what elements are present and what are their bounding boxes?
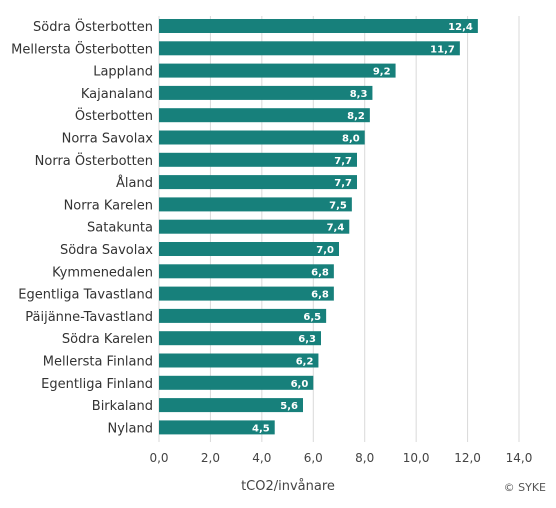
category-label: Södra Savolax: [60, 243, 153, 258]
bar-value-label: 7,5: [329, 200, 347, 211]
bar: [159, 353, 319, 368]
bar: [159, 219, 350, 234]
x-axis-title: tCO2/invånare: [241, 479, 335, 494]
bar: [159, 398, 303, 413]
category-label: Åland: [116, 175, 153, 191]
category-label: Kymmenedalen: [52, 265, 153, 280]
bar-value-label: 8,3: [350, 89, 368, 100]
bar: [159, 331, 321, 346]
bar: [159, 242, 339, 256]
bar: [159, 264, 334, 279]
x-tick-label: 10,0: [403, 451, 430, 465]
x-tick-label: 6,0: [304, 451, 323, 465]
category-label: Österbotten: [75, 107, 153, 124]
category-label: Norra Savolax: [62, 132, 154, 147]
bar-value-label: 6,5: [303, 312, 321, 323]
bar-value-label: 7,0: [316, 245, 334, 256]
category-label: Södra Karelen: [62, 332, 153, 347]
bar-value-label: 12,4: [448, 22, 473, 33]
category-label: Norra Österbotten: [35, 152, 153, 169]
bar: [159, 286, 334, 301]
bar: [159, 375, 314, 390]
category-label: Päijänne-Tavastland: [25, 310, 153, 325]
bar: [159, 41, 460, 56]
x-tick-labels: 0,0 2,0 4,0 6,0 8,0 10,0 12,0 14,0: [149, 451, 532, 465]
credit-text: © SYKE: [503, 481, 546, 494]
category-label: Egentliga Finland: [41, 377, 153, 392]
category-label: Lappland: [93, 65, 153, 80]
bar-value-label: 7,7: [334, 156, 352, 167]
bar-value-label: 7,4: [327, 223, 345, 234]
category-label: Nyland: [108, 421, 154, 436]
bar: [159, 19, 478, 33]
bar: [159, 108, 370, 123]
bar-value-label: 6,2: [296, 357, 314, 368]
category-label: Södra Österbotten: [33, 18, 153, 35]
x-tick-label: 14,0: [506, 451, 533, 465]
bar: [159, 130, 365, 145]
bar-value-label: 6,8: [311, 267, 329, 278]
bar: [159, 420, 275, 435]
category-label: Mellersta Finland: [43, 355, 153, 370]
bar-value-label: 4,5: [252, 423, 270, 434]
bar-value-label: 11,7: [430, 44, 455, 55]
bar-value-label: 8,0: [342, 134, 360, 145]
bar-value-label: 8,2: [347, 111, 365, 122]
category-label: Mellersta Österbotten: [11, 40, 153, 57]
category-label: Satakunta: [87, 221, 153, 236]
x-tick-label: 2,0: [201, 451, 220, 465]
bar-value-label: 6,8: [311, 290, 329, 301]
category-labels: Södra Österbotten Mellersta Österbotten La…: [11, 18, 153, 436]
bars: 12,4 11,7 9,2 8,3 8,2 8,0 7,7 7,7 7,5 7,4 7,0 6,8 6,…: [159, 19, 478, 435]
bar-value-label: 9,2: [373, 67, 391, 78]
bar: [159, 63, 396, 78]
bar: [159, 197, 352, 212]
bar-value-label: 5,6: [280, 401, 298, 412]
category-label: Birkaland: [92, 399, 153, 414]
bar: [159, 85, 373, 100]
x-tick-label: 12,0: [454, 451, 481, 465]
category-label: Norra Karelen: [64, 198, 153, 213]
bar-value-label: 6,3: [298, 334, 316, 345]
x-tick-label: 0,0: [149, 451, 168, 465]
x-tick-label: 4,0: [252, 451, 271, 465]
bar: [159, 152, 357, 167]
bar: [159, 175, 357, 190]
category-label: Kajanaland: [81, 87, 153, 102]
x-tick-label: 8,0: [355, 451, 374, 465]
bar-value-label: 6,0: [291, 379, 309, 390]
category-label: Egentliga Tavastland: [18, 288, 153, 303]
bar: [159, 308, 327, 323]
bar-value-label: 7,7: [334, 178, 352, 189]
